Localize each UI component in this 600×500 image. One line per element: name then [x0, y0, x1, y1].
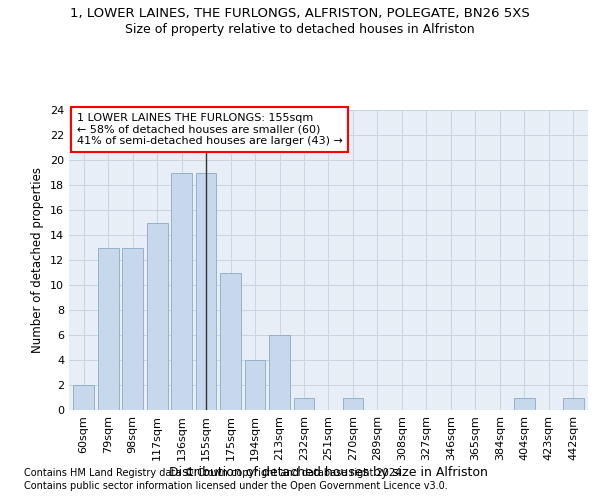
X-axis label: Distribution of detached houses by size in Alfriston: Distribution of detached houses by size …: [169, 466, 488, 478]
Bar: [220, 272, 241, 410]
Y-axis label: Number of detached properties: Number of detached properties: [31, 167, 44, 353]
Bar: [563, 398, 584, 410]
Text: 1, LOWER LAINES, THE FURLONGS, ALFRISTON, POLEGATE, BN26 5XS: 1, LOWER LAINES, THE FURLONGS, ALFRISTON…: [70, 8, 530, 20]
Bar: [98, 248, 119, 410]
Text: 1 LOWER LAINES THE FURLONGS: 155sqm
← 58% of detached houses are smaller (60)
41: 1 LOWER LAINES THE FURLONGS: 155sqm ← 58…: [77, 113, 343, 146]
Bar: [122, 248, 143, 410]
Text: Contains public sector information licensed under the Open Government Licence v3: Contains public sector information licen…: [24, 481, 448, 491]
Bar: [514, 398, 535, 410]
Bar: [196, 172, 217, 410]
Bar: [73, 385, 94, 410]
Text: Size of property relative to detached houses in Alfriston: Size of property relative to detached ho…: [125, 22, 475, 36]
Bar: [171, 172, 192, 410]
Bar: [293, 398, 314, 410]
Bar: [269, 335, 290, 410]
Bar: [343, 398, 364, 410]
Bar: [147, 222, 167, 410]
Bar: [245, 360, 265, 410]
Text: Contains HM Land Registry data © Crown copyright and database right 2024.: Contains HM Land Registry data © Crown c…: [24, 468, 404, 477]
